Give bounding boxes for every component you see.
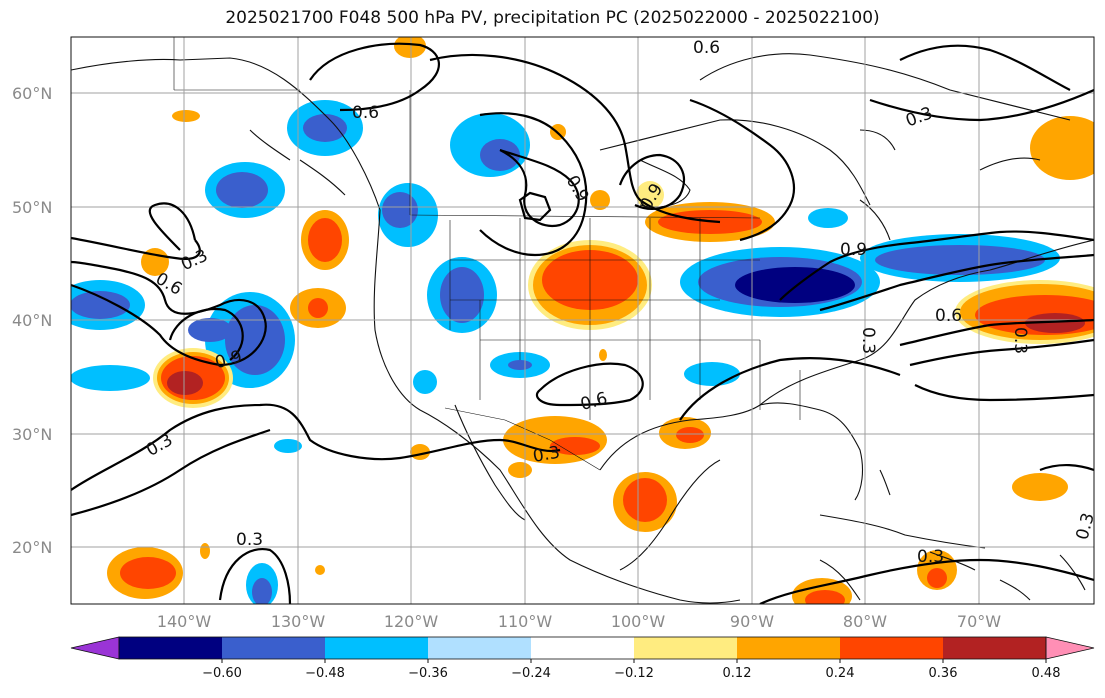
colorbar-tick-label: 0.12 <box>723 666 752 681</box>
colorbar: −0.60 −0.48 −0.36 −0.24 −0.12 0.12 0.24 0.36 0.4… <box>70 636 1095 681</box>
colorbar-segment <box>119 637 223 659</box>
contour-label: 0.3 <box>917 547 944 567</box>
lat-label-20: 20°N <box>12 538 52 557</box>
lat-label-40: 40°N <box>12 311 52 330</box>
colorbar-segment <box>531 637 635 659</box>
contour-label: 0.6 <box>352 103 379 123</box>
colorbar-extend-low <box>70 636 120 660</box>
pv-contours <box>71 42 1094 604</box>
contour-label: 0.6 <box>935 306 962 326</box>
lon-label-140w: 140°W <box>157 612 212 631</box>
colorbar-tick-label: −0.48 <box>305 666 345 681</box>
colorbar-segment <box>840 637 944 659</box>
colorbar-segment <box>737 637 841 659</box>
map-title: 2025021700 F048 500 hPa PV, precipitatio… <box>225 8 880 28</box>
latitude-labels: 60°N 50°N 40°N 30°N 20°N <box>12 84 52 557</box>
contour-label: 0.6 <box>693 38 720 58</box>
colorbar-segment <box>428 637 532 659</box>
colorbar-segment <box>634 637 738 659</box>
gridlines <box>71 37 1094 604</box>
colorbar-tick-label: −0.24 <box>511 666 551 681</box>
coastlines <box>71 53 1094 604</box>
colorbar-segment <box>943 637 1047 659</box>
colorbar-frame <box>118 636 1047 660</box>
lon-label-70w: 70°W <box>957 612 1001 631</box>
map-frame <box>70 36 1095 605</box>
colorbar-tick-label: −0.60 <box>202 666 242 681</box>
colorbar-tick-label: 0.24 <box>826 666 855 681</box>
lon-label-90w: 90°W <box>730 612 774 631</box>
lon-label-80w: 80°W <box>843 612 887 631</box>
colorbar-segment <box>222 637 326 659</box>
political-borders <box>173 37 801 471</box>
contour-label: 0.3 <box>236 530 263 550</box>
contour-label: 0.3 <box>531 443 561 467</box>
lat-label-60: 60°N <box>12 84 52 103</box>
longitude-labels: 140°W 130°W 120°W 110°W 100°W 90°W 80°W … <box>157 612 1001 631</box>
lat-label-50: 50°N <box>12 198 52 217</box>
contour-label: 0.3 <box>858 327 878 354</box>
colorbar-segment <box>325 637 429 659</box>
lat-label-30: 30°N <box>12 425 52 444</box>
contour-label: 0.9 <box>840 240 867 260</box>
precip-shading <box>71 37 1094 604</box>
lon-label-100w: 100°W <box>611 612 666 631</box>
colorbar-tick-label: 0.36 <box>929 666 958 681</box>
colorbar-tick-label: −0.36 <box>408 666 448 681</box>
lon-label-130w: 130°W <box>271 612 326 631</box>
contour-label: 0.3 <box>1010 327 1030 354</box>
colorbar-extend-high <box>1045 636 1095 660</box>
colorbar-tick-label: −0.12 <box>614 666 654 681</box>
lon-label-120w: 120°W <box>384 612 439 631</box>
lon-label-110w: 110°W <box>498 612 553 631</box>
contour-label: 0.3 <box>1073 511 1099 542</box>
colorbar-tick-label: 0.48 <box>1032 666 1061 681</box>
